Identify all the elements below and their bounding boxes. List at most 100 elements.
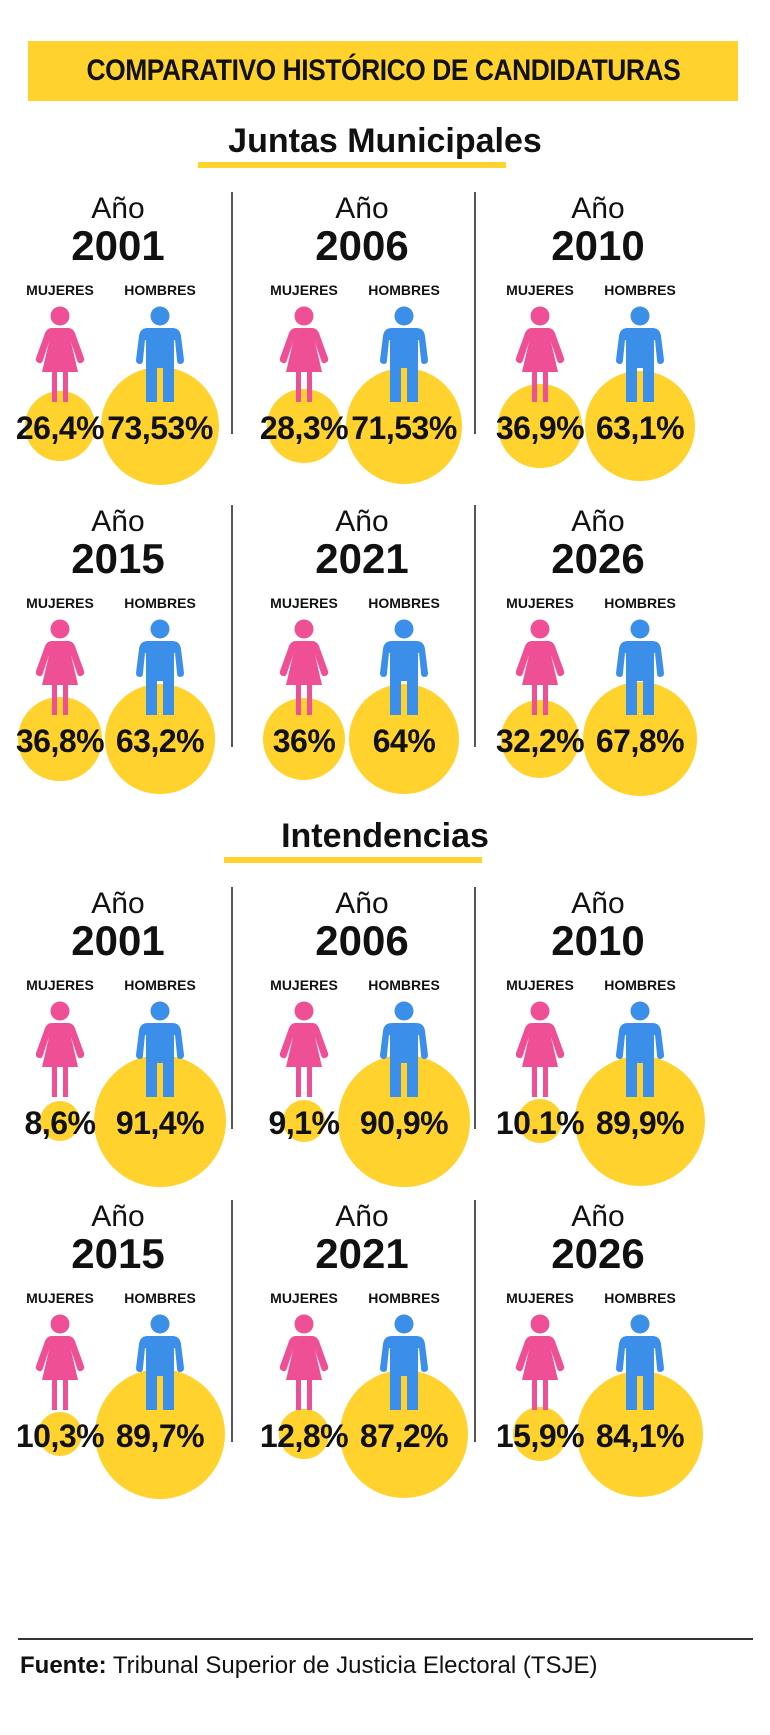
man-icon <box>134 306 186 409</box>
year-prefix: Año <box>91 505 145 538</box>
mujeres-label: MUJERES <box>270 977 338 993</box>
year-prefix: Año <box>91 192 145 225</box>
year-prefix: Año <box>91 887 145 920</box>
men-share-circle <box>576 1370 704 1498</box>
title-banner: COMPARATIVO HISTÓRICO DE CANDIDATURAS <box>28 41 738 101</box>
year-value: 2001 <box>71 917 165 964</box>
man-icon <box>614 619 666 722</box>
hombres-percentage: 89,7% <box>115 1418 205 1454</box>
hombres-percentage: 91,4% <box>115 1105 205 1141</box>
mujeres-percentage: 12,8% <box>259 1418 349 1454</box>
year-value: 2015 <box>71 535 165 582</box>
mujeres-label: MUJERES <box>26 282 94 298</box>
hombres-label: HOMBRES <box>124 977 196 993</box>
women-share-circle <box>262 697 346 781</box>
hombres-label: HOMBRES <box>124 595 196 611</box>
man-icon <box>378 306 430 409</box>
year-value: 2006 <box>315 222 409 269</box>
year-prefix: Año <box>571 887 625 920</box>
hombres-label: HOMBRES <box>604 977 676 993</box>
mujeres-percentage: 9,1% <box>268 1105 340 1141</box>
mujeres-percentage: 36,9% <box>495 410 585 446</box>
woman-icon <box>278 1001 330 1104</box>
mujeres-percentage: 26,4% <box>15 410 105 446</box>
woman-icon <box>514 1001 566 1104</box>
woman-icon <box>34 619 86 722</box>
column-divider <box>231 505 233 747</box>
year-panel: Año 2026 MUJERES HOMBRES 32,2% 67,8% <box>470 505 726 825</box>
hombres-percentage: 63,2% <box>115 723 205 759</box>
year-value: 2006 <box>315 917 409 964</box>
year-panel: Año 2015 MUJERES HOMBRES 10,3% 89,7% <box>0 1200 246 1520</box>
source-text: Tribunal Superior de Justicia Electoral … <box>106 1652 598 1679</box>
women-share-circle <box>24 390 96 462</box>
year-value: 2010 <box>551 222 645 269</box>
hombres-percentage: 87,2% <box>359 1418 449 1454</box>
year-prefix: Año <box>335 505 389 538</box>
mujeres-label: MUJERES <box>270 1290 338 1306</box>
mujeres-label: MUJERES <box>270 595 338 611</box>
year-panel: Año 2021 MUJERES HOMBRES 12,8% 87,2% <box>234 1200 490 1520</box>
year-panel: Año 2010 MUJERES HOMBRES 36,9% 63,1% <box>470 192 726 512</box>
year-prefix: Año <box>335 1200 389 1233</box>
woman-icon <box>34 1001 86 1104</box>
section-title-underline <box>224 857 482 863</box>
mujeres-label: MUJERES <box>270 282 338 298</box>
page-title: COMPARATIVO HISTÓRICO DE CANDIDATURAS <box>86 54 680 87</box>
woman-icon <box>278 306 330 409</box>
men-share-circle <box>345 367 463 485</box>
hombres-label: HOMBRES <box>604 282 676 298</box>
hombres-label: HOMBRES <box>124 1290 196 1306</box>
man-icon <box>134 619 186 722</box>
section-intendencias: Intendencias Año 2001 MUJERES HOMBRES 8,6% 91,… <box>0 815 770 1735</box>
mujeres-percentage: 15,9% <box>495 1418 585 1454</box>
mujeres-percentage: 8,6% <box>24 1105 96 1141</box>
year-panel: Año 2006 MUJERES HOMBRES 9,1% 90,9% <box>234 887 490 1207</box>
woman-icon <box>34 1314 86 1417</box>
hombres-percentage: 89,9% <box>595 1105 685 1141</box>
women-share-circle <box>279 1409 329 1459</box>
year-value: 2015 <box>71 1230 165 1277</box>
year-value: 2026 <box>551 535 645 582</box>
mujeres-label: MUJERES <box>506 595 574 611</box>
woman-icon <box>514 1314 566 1417</box>
source-footer: Fuente: Tribunal Superior de Justicia El… <box>20 1652 598 1680</box>
women-share-circle <box>283 1100 325 1142</box>
mujeres-label: MUJERES <box>26 977 94 993</box>
men-share-circle <box>574 1055 706 1187</box>
year-value: 2021 <box>315 1230 409 1277</box>
mujeres-label: MUJERES <box>506 282 574 298</box>
year-value: 2021 <box>315 535 409 582</box>
man-icon <box>378 1314 430 1417</box>
hombres-label: HOMBRES <box>124 282 196 298</box>
year-panel: Año 2001 MUJERES HOMBRES 8,6% 91,4% <box>0 887 246 1207</box>
man-icon <box>378 619 430 722</box>
hombres-percentage: 63,1% <box>595 410 685 446</box>
women-share-circle <box>500 699 580 779</box>
men-share-circle <box>348 683 460 795</box>
men-share-circle <box>585 371 695 481</box>
mujeres-label: MUJERES <box>26 1290 94 1306</box>
year-prefix: Año <box>571 505 625 538</box>
mujeres-percentage: 10.1% <box>495 1105 585 1141</box>
woman-icon <box>514 306 566 409</box>
section-title-underline <box>198 162 506 168</box>
woman-icon <box>278 1314 330 1417</box>
mujeres-percentage: 32,2% <box>495 723 585 759</box>
year-value: 2026 <box>551 1230 645 1277</box>
mujeres-percentage: 28,3% <box>259 410 349 446</box>
men-share-circle <box>100 366 219 485</box>
section-juntas-municipales: Juntas Municipales Año 2001 MUJERES HOMBRES 2… <box>0 120 770 1040</box>
column-divider <box>231 192 233 434</box>
men-share-circle <box>338 1055 470 1187</box>
year-panel: Año 2006 MUJERES HOMBRES 28,3% 71,53% <box>234 192 490 512</box>
year-panel: Año 2021 MUJERES HOMBRES 36% 64% <box>234 505 490 825</box>
section-title: Intendencias <box>281 817 489 855</box>
women-share-circle <box>512 1406 568 1462</box>
women-share-circle <box>267 389 341 463</box>
man-icon <box>134 1001 186 1104</box>
column-divider <box>231 887 233 1129</box>
column-divider <box>231 1200 233 1442</box>
source-label: Fuente: <box>20 1652 107 1679</box>
hombres-percentage: 84,1% <box>595 1418 685 1454</box>
